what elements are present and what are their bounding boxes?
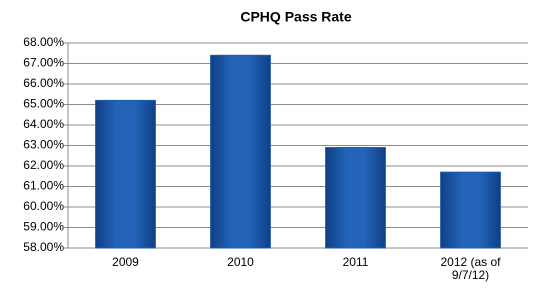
bar xyxy=(441,172,501,248)
y-tick-label: 62.00% xyxy=(23,158,64,172)
y-tick-label: 58.00% xyxy=(23,240,64,254)
y-tick-label: 68.00% xyxy=(23,35,64,49)
bar xyxy=(211,55,271,248)
y-tick-label: 65.00% xyxy=(23,97,64,111)
y-tick-label: 60.00% xyxy=(23,199,64,213)
y-tick-label: 66.00% xyxy=(23,76,64,90)
x-tick-label: 2011 xyxy=(316,256,396,269)
chart: CPHQ Pass Rate 58.00% 59.00% 60.00% 61.00% 6… xyxy=(0,0,535,288)
y-tick-label: 64.00% xyxy=(23,117,64,131)
y-tick-label: 61.00% xyxy=(23,179,64,193)
x-tick-label: 2010 xyxy=(201,256,281,269)
bar xyxy=(96,100,156,248)
y-tick-label: 67.00% xyxy=(23,56,64,70)
y-tick-label: 59.00% xyxy=(23,220,64,234)
bar xyxy=(326,148,386,248)
chart-title: CPHQ Pass Rate xyxy=(240,9,351,25)
y-tick-label: 63.00% xyxy=(23,138,64,152)
chart-container: CPHQ Pass Rate 58.00% 59.00% 60.00% 61.00% 6… xyxy=(0,0,535,288)
x-tick-label: 2009 xyxy=(86,256,166,269)
x-tick-label: 2012 (as of 9/7/12) xyxy=(431,256,511,282)
